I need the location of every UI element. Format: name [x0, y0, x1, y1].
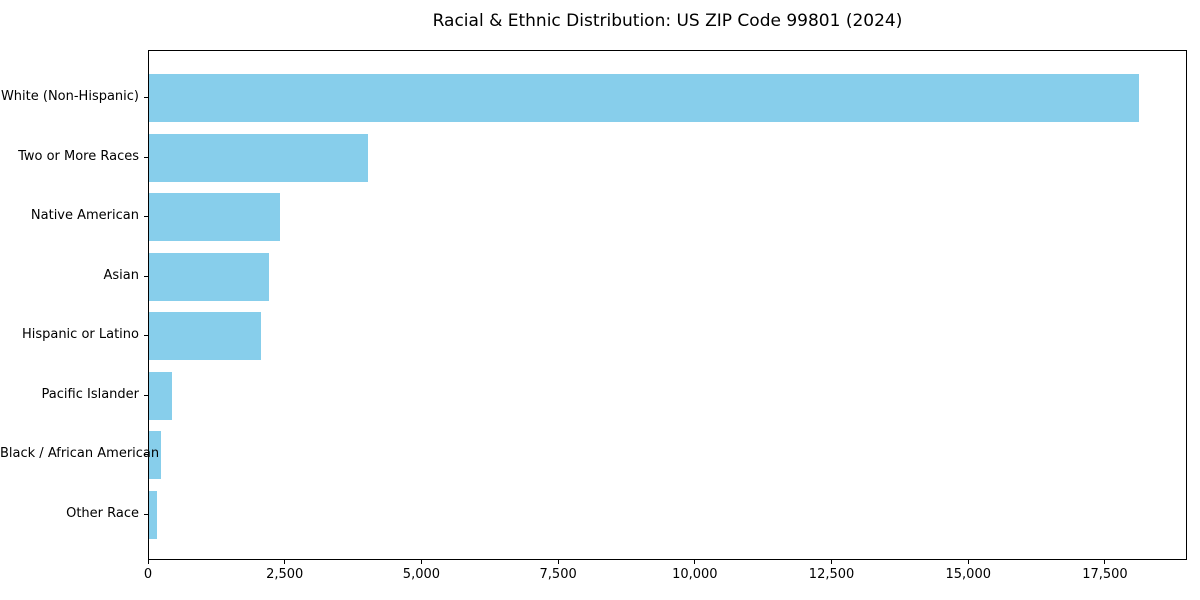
plot-area [148, 50, 1187, 560]
bar-other-race [149, 490, 158, 539]
bar-native-american [149, 193, 281, 242]
bar-black-african-american [149, 431, 162, 480]
x-tick-label-10000: 10,000 [672, 567, 718, 582]
y-tick-label-white-non-hispanic: White (Non-Hispanic) [0, 89, 139, 104]
y-tick-label-pacific-islander: Pacific Islander [41, 386, 139, 402]
y-tick-mark [144, 97, 148, 98]
chart-title: Racial & Ethnic Distribution: US ZIP Cod… [432, 11, 903, 31]
bar-two-or-more-races [149, 133, 368, 182]
y-tick-mark [144, 335, 148, 337]
y-tick-mark [144, 394, 148, 396]
x-tick-mark [1104, 560, 1106, 564]
x-tick-mark [284, 560, 286, 564]
x-tick-mark [831, 560, 833, 564]
y-tick-mark [144, 216, 148, 218]
x-tick-mark [557, 560, 559, 564]
x-tick-label-0: 0 [143, 567, 153, 582]
x-tick-label-5000: 5,000 [402, 567, 441, 582]
y-tick-label-native-american: Native American [30, 208, 139, 224]
y-tick-mark [144, 275, 148, 277]
y-tick-mark [144, 454, 148, 456]
bar-asian [149, 252, 270, 301]
bar-pacific-islander [149, 371, 172, 420]
y-tick-label-asian: Asian [103, 267, 139, 283]
x-tick-label-17500: 17,500 [1082, 567, 1128, 582]
y-tick-label-black-african-american: Black / African American [0, 446, 160, 462]
y-tick-label-hispanic-or-latino: Hispanic or Latino [21, 327, 139, 343]
x-tick-label-2500: 2,500 [266, 567, 304, 582]
x-tick-mark [420, 560, 422, 564]
y-tick-mark [144, 156, 148, 158]
y-tick-label-other-race: Other Race [66, 505, 139, 521]
y-tick-label-two-or-more-races: Two or More Races [18, 148, 139, 164]
bar-white-non-hispanic [149, 74, 1139, 122]
y-tick-mark [144, 513, 148, 515]
x-tick-mark [147, 560, 149, 564]
x-tick-mark [967, 560, 969, 564]
bar-hispanic-or-latino [149, 312, 262, 361]
x-tick-label-7500: 7,500 [539, 567, 577, 582]
x-tick-mark [694, 560, 696, 564]
x-tick-label-12500: 12,500 [808, 567, 855, 582]
x-tick-label-15000: 15,000 [945, 567, 992, 582]
